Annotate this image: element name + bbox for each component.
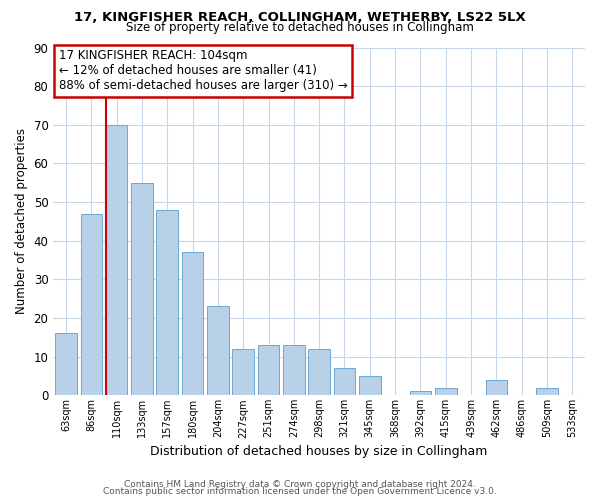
Bar (157, 210, 178, 396)
Bar (359, 376, 380, 396)
Bar (435, 388, 457, 396)
Bar (106, 125, 127, 396)
Text: Contains HM Land Registry data © Crown copyright and database right 2024.: Contains HM Land Registry data © Crown c… (124, 480, 476, 489)
Text: 17 KINGFISHER REACH: 104sqm
← 12% of detached houses are smaller (41)
88% of sem: 17 KINGFISHER REACH: 104sqm ← 12% of det… (59, 49, 347, 92)
Y-axis label: Number of detached properties: Number of detached properties (15, 128, 28, 314)
Text: Size of property relative to detached houses in Collingham: Size of property relative to detached ho… (126, 22, 474, 35)
Text: Contains public sector information licensed under the Open Government Licence v3: Contains public sector information licen… (103, 487, 497, 496)
Bar (182, 252, 203, 396)
Bar (55, 334, 77, 396)
Bar (308, 349, 330, 396)
Bar (485, 380, 507, 396)
Bar (536, 388, 558, 396)
Bar (283, 345, 305, 396)
Bar (258, 345, 279, 396)
Bar (80, 214, 102, 396)
X-axis label: Distribution of detached houses by size in Collingham: Distribution of detached houses by size … (151, 444, 488, 458)
Text: 17, KINGFISHER REACH, COLLINGHAM, WETHERBY, LS22 5LX: 17, KINGFISHER REACH, COLLINGHAM, WETHER… (74, 11, 526, 24)
Bar (131, 182, 152, 396)
Bar (334, 368, 355, 396)
Bar (410, 392, 431, 396)
Bar (232, 349, 254, 396)
Bar (207, 306, 229, 396)
